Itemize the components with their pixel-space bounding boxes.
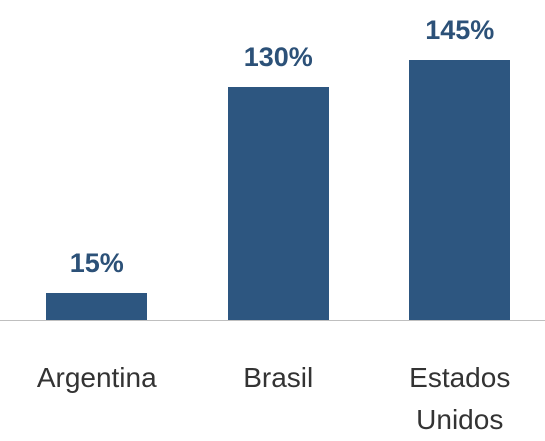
data-label: 15%: [69, 248, 124, 279]
x-tick-label: Estados Unidos: [409, 362, 511, 435]
baseline: [0, 320, 545, 321]
bar: [46, 293, 148, 320]
bar: [409, 60, 511, 320]
x-tick-label: Argentina: [36, 362, 157, 393]
x-tick-label: Brasil: [243, 362, 314, 393]
bar: [227, 86, 329, 320]
data-label: 130%: [243, 41, 313, 72]
data-label: 145%: [425, 15, 495, 45]
